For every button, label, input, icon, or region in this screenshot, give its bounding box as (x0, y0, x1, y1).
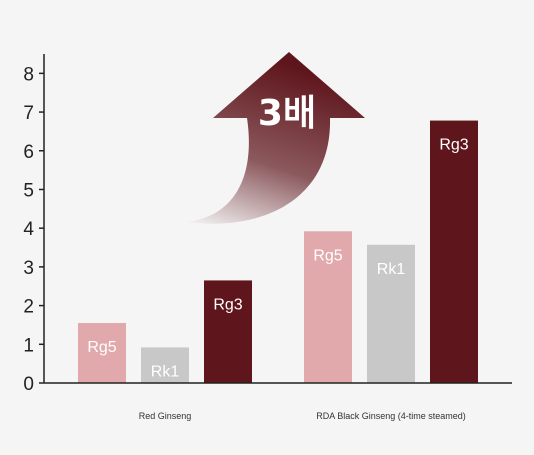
bar-rg3 (204, 280, 252, 383)
bar-rg3 (430, 120, 478, 383)
bar-rg5 (304, 231, 352, 383)
bar-label: Rg5 (87, 339, 116, 356)
bar-label: Rg3 (439, 137, 468, 154)
growth-annotation: 3배 (186, 52, 365, 224)
curved-up-arrow-icon (186, 52, 365, 224)
y-tick-label: 5 (23, 180, 34, 201)
bar-label: Rg5 (313, 247, 342, 264)
multiplier-label: 3배 (258, 93, 316, 134)
y-tick-label: 6 (23, 142, 34, 163)
y-tick-label: 2 (23, 297, 34, 318)
x-axis: Red Ginseng RDA Black Ginseng (4-time ste… (44, 382, 512, 421)
bar-rk1 (141, 347, 189, 383)
bars: Rg5 Rk1 Rg3 Rg5 Rk1 Rg3 (78, 120, 478, 383)
y-tick-label: 3 (23, 258, 34, 279)
y-axis: 0 1 2 3 4 5 6 7 8 (23, 54, 45, 395)
y-tick-label: 1 (23, 335, 34, 356)
bar-label: Rg3 (213, 296, 242, 313)
y-tick-label: 8 (23, 64, 34, 85)
x-category-label: RDA Black Ginseng (4-time steamed) (316, 411, 466, 421)
bar-label: Rk1 (377, 261, 406, 278)
y-tick-label: 4 (23, 219, 34, 240)
bar-rg5 (78, 323, 126, 383)
bar-label: Rk1 (151, 363, 180, 380)
y-tick-label: 0 (23, 374, 34, 395)
bar-rk1 (367, 244, 415, 383)
x-category-label: Red Ginseng (139, 411, 192, 421)
y-tick-label: 7 (23, 103, 34, 124)
